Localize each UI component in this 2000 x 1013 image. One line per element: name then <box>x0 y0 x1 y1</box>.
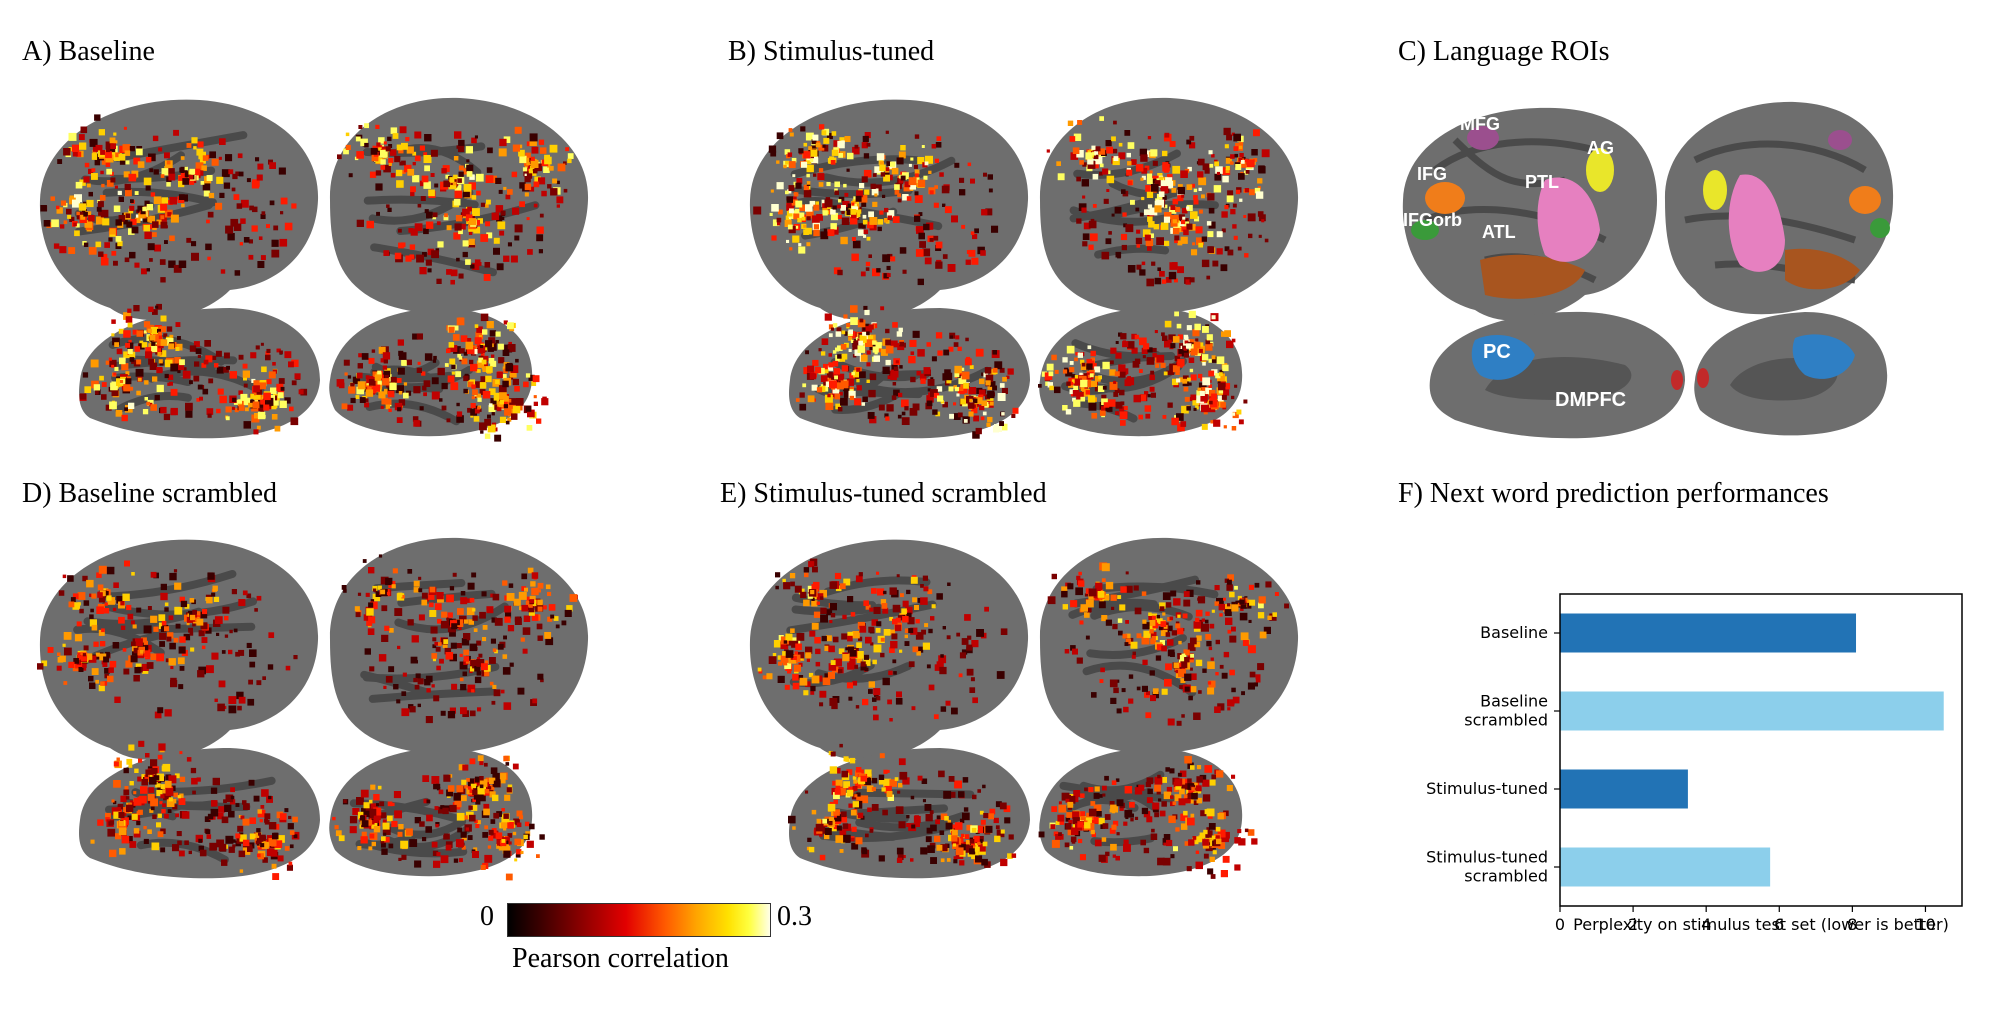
colorbar-max-label: 0.3 <box>777 901 812 932</box>
bar-0 <box>1560 613 1857 653</box>
panel-d-title: D) Baseline scrambled <box>22 478 278 509</box>
roi-label-ag: AG <box>1587 138 1614 158</box>
roi-label-pc: PC <box>1483 341 1511 363</box>
panel-f-title: F) Next word prediction performances <box>1398 478 1829 509</box>
x-tick-label-3: 6 <box>1774 915 1784 934</box>
chart-frame <box>1559 593 1963 907</box>
brain-map-stimulus-tuned-scrambled <box>740 520 1340 900</box>
colorbar-gradient <box>507 903 771 937</box>
panel-b-title: B) Stimulus-tuned <box>728 36 935 67</box>
colorbar: 0 0.3 Pearson correlation <box>480 901 820 983</box>
x-tick-label-2: 4 <box>1701 915 1711 934</box>
language-roi-map: MFG IFG IFGorb ATL PTL AG PC DMPFC <box>1395 80 1895 460</box>
bar-2 <box>1560 769 1688 809</box>
chart-x-axis-label: Perplexity on stimulus test set (lower i… <box>1573 915 1949 934</box>
x-tick-label-1: 2 <box>1628 915 1638 934</box>
brain-map-baseline <box>30 80 630 460</box>
x-tick-label-4: 8 <box>1847 915 1857 934</box>
y-tick-label-3-0: Stimulus-tuned <box>1426 848 1548 867</box>
perplexity-chart: Baseline Baseline scrambled Stimulus-tuned S… <box>1380 560 1980 945</box>
y-tick-label-1-0: Baseline <box>1480 692 1548 711</box>
y-tick-label-1-1: scrambled <box>1464 711 1548 730</box>
brain-map-stimulus-tuned <box>740 80 1340 460</box>
x-tick-label-0: 0 <box>1555 915 1565 934</box>
panel-a-title: A) Baseline <box>22 36 155 67</box>
roi-label-ptl: PTL <box>1525 172 1559 192</box>
colorbar-min-label: 0 <box>480 901 494 932</box>
y-tick-label-2-0: Stimulus-tuned <box>1426 779 1548 798</box>
panel-c-title: C) Language ROIs <box>1398 36 1610 67</box>
y-tick-label-0-0: Baseline <box>1480 623 1548 642</box>
roi-label-ifgorb: IFGorb <box>1403 210 1462 230</box>
brain-map-baseline-scrambled <box>30 520 630 900</box>
colorbar-title: Pearson correlation <box>512 943 729 974</box>
roi-label-ifg: IFG <box>1417 164 1447 184</box>
panel-e-title: E) Stimulus-tuned scrambled <box>720 478 1047 509</box>
bar-1 <box>1560 691 1944 731</box>
roi-label-dmpfc: DMPFC <box>1555 389 1626 411</box>
bar-3 <box>1560 847 1771 887</box>
roi-label-mfg: MFG <box>1460 114 1500 134</box>
x-tick-label-5: 10 <box>1915 915 1935 934</box>
roi-label-atl: ATL <box>1482 222 1516 242</box>
y-tick-label-3-1: scrambled <box>1464 867 1548 886</box>
